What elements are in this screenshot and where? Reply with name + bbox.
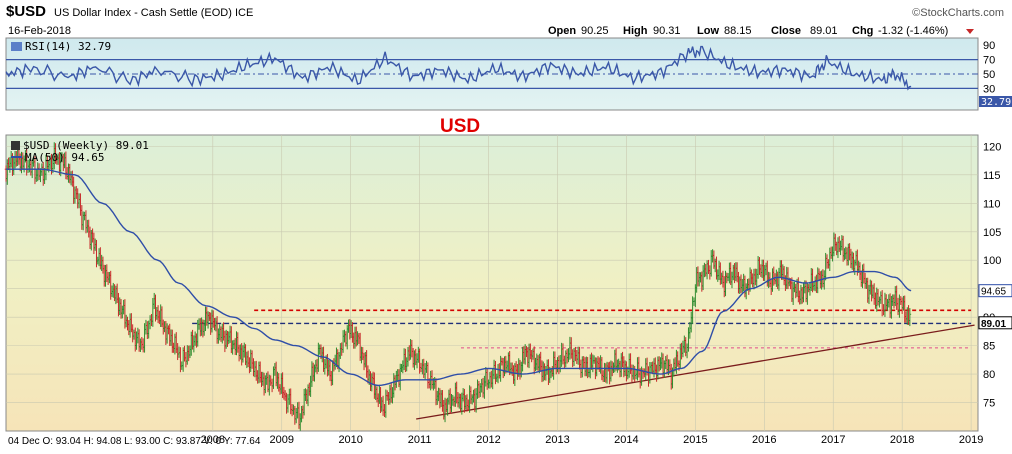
- chg-value: -1.32 (-1.46%): [878, 25, 948, 37]
- price-tick-label: 110: [983, 198, 1001, 210]
- price-value-tag-text: 89.01: [981, 319, 1006, 330]
- price-tick-label: 85: [983, 341, 995, 353]
- year-tick-label: 2014: [614, 434, 638, 446]
- price-legend: $USD (Weekly) 89.01: [23, 139, 149, 152]
- year-tick-label: 2010: [338, 434, 362, 446]
- rsi-grid: [6, 58, 978, 90]
- price-y-axis: 1201151101051009590858075: [983, 141, 1001, 409]
- price-panel: [5, 134, 979, 432]
- price-tick-label: 100: [983, 255, 1001, 267]
- price-chart-icon[interactable]: [11, 141, 20, 150]
- rsi-tick-label: 70: [983, 55, 995, 67]
- ma-value-tag-text: 94.65: [981, 287, 1006, 298]
- rsi-tick-label: 30: [983, 83, 995, 95]
- year-tick-label: 2013: [545, 434, 569, 446]
- ma50-line: [6, 168, 912, 387]
- brand-label: ©StockCharts.com: [912, 7, 1004, 19]
- close-label: Close: [771, 25, 801, 37]
- open-label: Open: [548, 25, 576, 37]
- ma-value-tag: [978, 284, 1012, 298]
- year-tick-label: 2015: [683, 434, 707, 446]
- open-value: 90.25: [581, 25, 609, 37]
- year-tick-label: 2008: [201, 434, 225, 446]
- year-tick-label: 2017: [821, 434, 845, 446]
- price-grid: [6, 135, 978, 431]
- bar-readout: 04 Dec O: 93.04 H: 94.08 L: 93.00 C: 93.…: [8, 436, 261, 447]
- rsi-value-tag-text: 32.79: [981, 97, 1011, 108]
- price-bars: [4, 142, 912, 431]
- year-tick-label: 2019: [959, 434, 983, 446]
- rsi-axis: 9070503010: [983, 40, 995, 110]
- rsi-line: [5, 45, 912, 91]
- description-label: US Dollar Index - Cash Settle (EOD) ICE: [54, 7, 253, 19]
- high-value: 90.31: [653, 25, 681, 37]
- low-label: Low: [697, 25, 719, 37]
- trendline-line: [416, 324, 975, 420]
- rsi-value-tag: [979, 96, 1012, 107]
- price-tick-label: 75: [983, 398, 995, 410]
- year-tick-label: 2009: [270, 434, 294, 446]
- price-tick-label: 115: [983, 170, 1001, 182]
- chart-type-icon[interactable]: [11, 42, 22, 51]
- rsi-tick-label: 50: [983, 69, 995, 81]
- high-label: High: [623, 25, 648, 37]
- year-tick-label: 2011: [408, 434, 432, 446]
- low-value: 88.15: [724, 25, 752, 37]
- year-tick-label: 2018: [890, 434, 914, 446]
- ma-legend: MA(50) 94.65: [25, 151, 104, 164]
- ohlc-readout: Open 90.25 High 90.31 Low 88.15 Close 89…: [548, 25, 948, 37]
- rsi-tick-label: 90: [983, 40, 995, 52]
- rsi-legend: RSI(14) 32.79: [25, 40, 111, 53]
- price-tick-label: 80: [983, 369, 995, 381]
- price-tick-label: 105: [983, 227, 1001, 239]
- year-tick-label: 2016: [752, 434, 776, 446]
- price-x-axis: 2008 2009 2010 2011 2012 2013 2014 2015 2016 2017…: [201, 434, 984, 446]
- price-tick-label: 120: [983, 141, 1001, 153]
- year-tick-label: 2012: [476, 434, 500, 446]
- chg-label: Chg: [852, 25, 873, 37]
- support-resistance-lines: [192, 309, 975, 420]
- close-value: 89.01: [810, 25, 838, 37]
- symbol-label: $USD: [6, 3, 46, 20]
- down-arrow-icon: [966, 29, 974, 34]
- usd-annotation: USD: [440, 116, 480, 137]
- price-value-tag: [978, 316, 1012, 330]
- date-label: 16-Feb-2018: [8, 25, 71, 37]
- value-tags: 94.65 89.01: [978, 284, 1012, 330]
